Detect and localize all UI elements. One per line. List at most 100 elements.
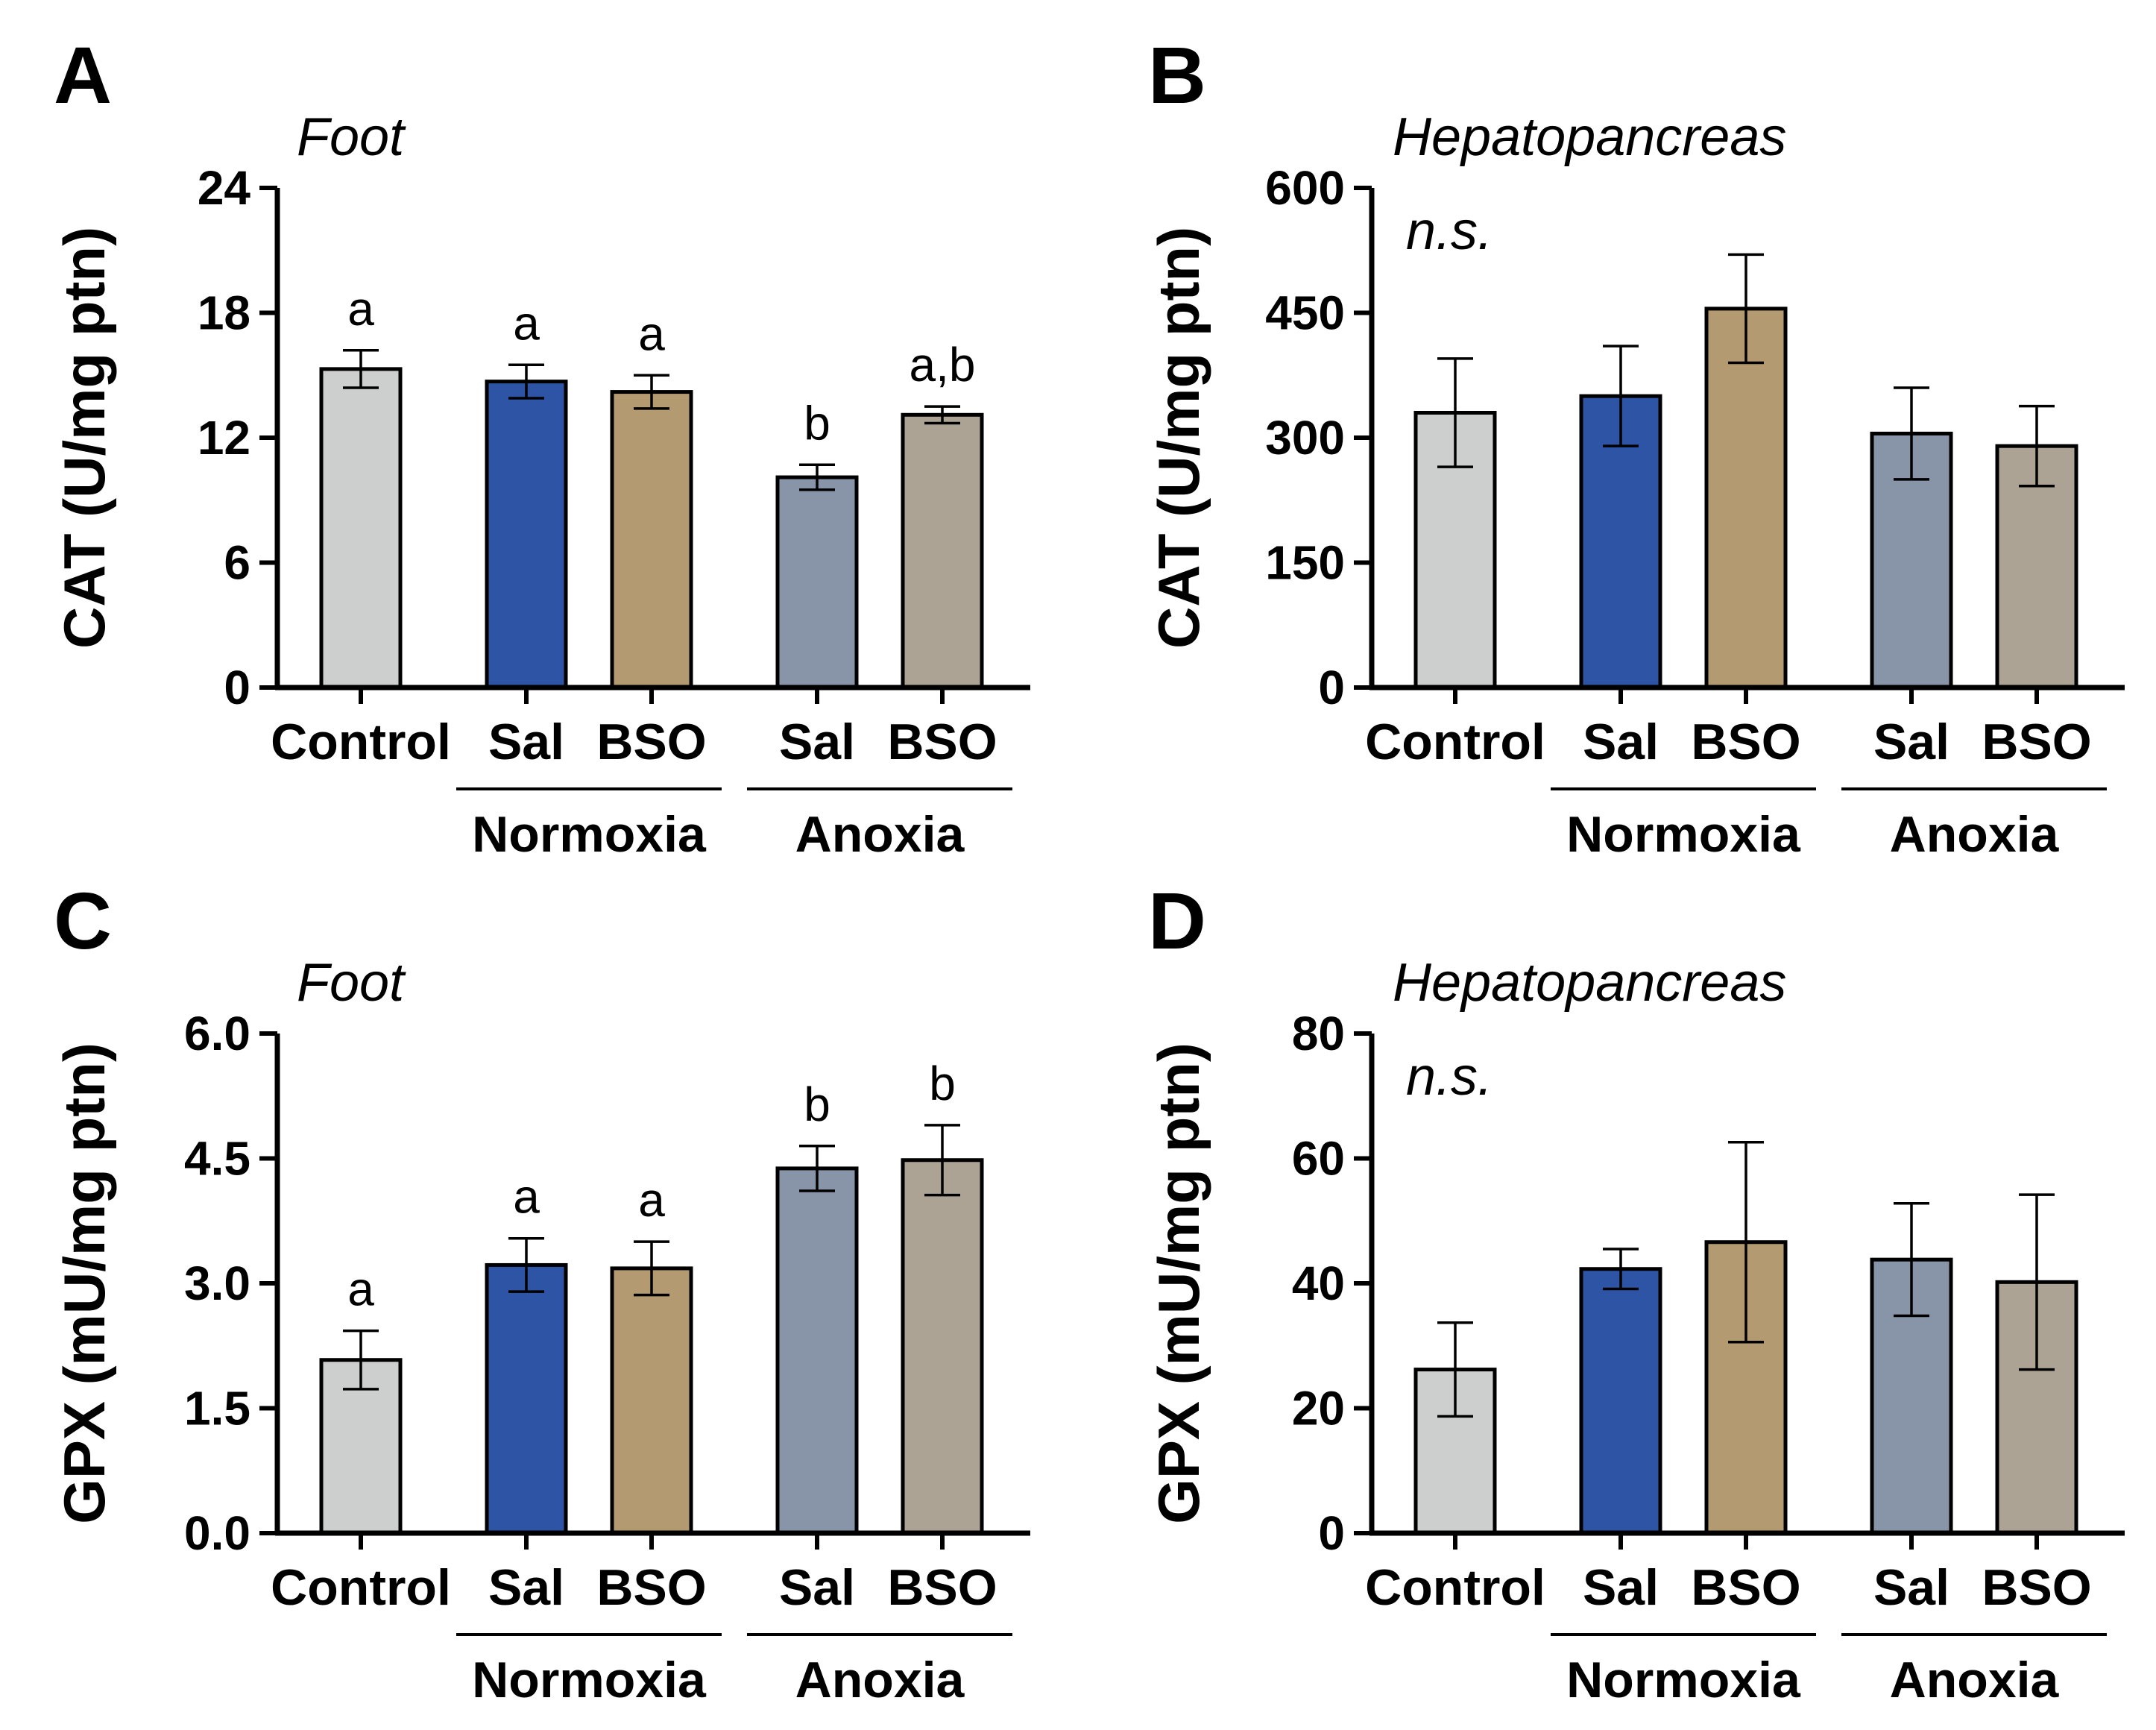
error-bar	[508, 1236, 544, 1293]
x-tick-label: BSO	[1982, 714, 2091, 770]
error-bar	[1894, 386, 1929, 481]
x-tick-label: BSO	[887, 1559, 997, 1616]
chart-panel-B: B Hepatopancreas n.s. CAT (U/mg ptn) 0 150 300…	[1146, 30, 2125, 863]
panel-letter: A	[54, 30, 112, 120]
y-tick-label: 450	[1265, 286, 1345, 340]
significance-letter: a	[638, 306, 665, 360]
significance-letter: a	[513, 296, 540, 350]
significance-letter: a	[513, 1170, 540, 1224]
error-bar	[1894, 1202, 1929, 1318]
x-tick-label: Sal	[1873, 714, 1949, 770]
error-bar	[634, 374, 669, 410]
significance-letter: b	[804, 1078, 830, 1131]
significance-letter: a	[347, 1262, 374, 1316]
error-bar	[799, 463, 835, 491]
error-bar	[1437, 357, 1473, 468]
error-bar	[343, 1329, 379, 1391]
bar	[1413, 1368, 1497, 1535]
group-label: Normoxia	[472, 806, 707, 863]
error-bar	[1437, 1321, 1473, 1418]
x-tick-label: Control	[1365, 714, 1545, 770]
bar	[1704, 306, 1788, 690]
x-tick-label: Sal	[1583, 714, 1659, 770]
x-tick-label: Sal	[779, 1559, 855, 1616]
x-tick-label: Sal	[488, 714, 564, 770]
error-bar	[1728, 253, 1764, 365]
error-bar	[924, 405, 960, 425]
y-tick-label: 40	[1292, 1256, 1345, 1310]
bar	[901, 412, 984, 690]
significance-note: n.s.	[1406, 201, 1493, 261]
error-bar	[1728, 1140, 1764, 1344]
y-tick-label: 4.5	[184, 1132, 250, 1186]
bar	[485, 1262, 568, 1535]
y-axis-label: GPX (mU/mg ptn)	[51, 1042, 117, 1524]
y-tick-label: 12	[198, 411, 250, 465]
y-tick-label: 0.0	[184, 1506, 250, 1560]
significance-letter: a	[638, 1173, 665, 1227]
panel-title: Hepatopancreas	[1393, 107, 1786, 167]
x-tick-label: Sal	[779, 714, 855, 770]
chart-panel-D: D Hepatopancreas n.s. GPX (mU/mg ptn) 0 20 40 6…	[1146, 875, 2125, 1708]
bar	[775, 475, 859, 690]
group-label: Anoxia	[1890, 806, 2060, 863]
x-tick-label: BSO	[887, 714, 997, 770]
panel-letter: C	[54, 875, 112, 966]
x-tick-label: Control	[271, 1559, 451, 1616]
error-bar	[799, 1145, 835, 1192]
y-tick-label: 300	[1265, 411, 1345, 465]
group-label: Normoxia	[1566, 806, 1801, 863]
bar	[1579, 1267, 1662, 1535]
group-label: Anoxia	[795, 1652, 965, 1708]
error-bar	[2019, 404, 2055, 488]
error-bar	[1603, 1248, 1639, 1291]
y-tick-label: 6.0	[184, 1007, 250, 1060]
x-tick-label: Control	[271, 714, 451, 770]
error-bar	[634, 1240, 669, 1297]
x-tick-label: BSO	[1691, 1559, 1800, 1616]
significance-letter: b	[929, 1057, 956, 1110]
panel-title: Hepatopancreas	[1393, 953, 1786, 1013]
bar	[485, 380, 568, 690]
y-tick-label: 150	[1265, 536, 1345, 590]
y-tick-label: 60	[1292, 1132, 1345, 1186]
y-tick-label: 600	[1265, 161, 1345, 215]
bar	[610, 1266, 693, 1535]
group-label: Anoxia	[1890, 1652, 2060, 1708]
x-tick-label: BSO	[1982, 1559, 2091, 1616]
y-tick-label: 6	[224, 536, 250, 590]
y-axis-label: GPX (mU/mg ptn)	[1146, 1042, 1211, 1524]
x-tick-label: BSO	[1691, 714, 1800, 770]
x-tick-label: Control	[1365, 1559, 1545, 1616]
chart-panel-A: A Foot CAT (U/mg ptn) a a a b a,b 0 6 12 18 24 Contro…	[51, 30, 1030, 863]
significance-letter: a	[347, 282, 374, 336]
x-tick-label: Sal	[1873, 1559, 1949, 1616]
significance-note: n.s.	[1406, 1047, 1493, 1107]
y-tick-label: 80	[1292, 1007, 1345, 1060]
group-label: Normoxia	[472, 1652, 707, 1708]
y-axis-label: CAT (U/mg ptn)	[51, 227, 117, 649]
panel-letter: B	[1148, 30, 1206, 120]
y-axis-label: CAT (U/mg ptn)	[1146, 227, 1211, 649]
x-tick-label: Sal	[1583, 1559, 1659, 1616]
significance-letter: b	[804, 396, 830, 450]
y-tick-label: 20	[1292, 1382, 1345, 1435]
significance-letter: a,b	[910, 338, 976, 391]
bar	[775, 1166, 859, 1535]
bar	[319, 367, 403, 690]
group-label: Anoxia	[795, 806, 965, 863]
y-tick-label: 24	[198, 161, 251, 215]
panel-letter: D	[1148, 875, 1206, 966]
x-tick-label: BSO	[596, 714, 706, 770]
bar	[1995, 444, 2078, 690]
x-tick-label: BSO	[596, 1559, 706, 1616]
y-tick-label: 0	[1318, 1506, 1345, 1560]
y-tick-label: 3.0	[184, 1256, 250, 1310]
y-tick-label: 0	[224, 661, 250, 714]
y-tick-label: 1.5	[184, 1382, 250, 1435]
error-bar	[343, 349, 379, 389]
error-bar	[2019, 1193, 2055, 1371]
y-tick-label: 18	[198, 286, 250, 340]
bar	[901, 1158, 984, 1535]
